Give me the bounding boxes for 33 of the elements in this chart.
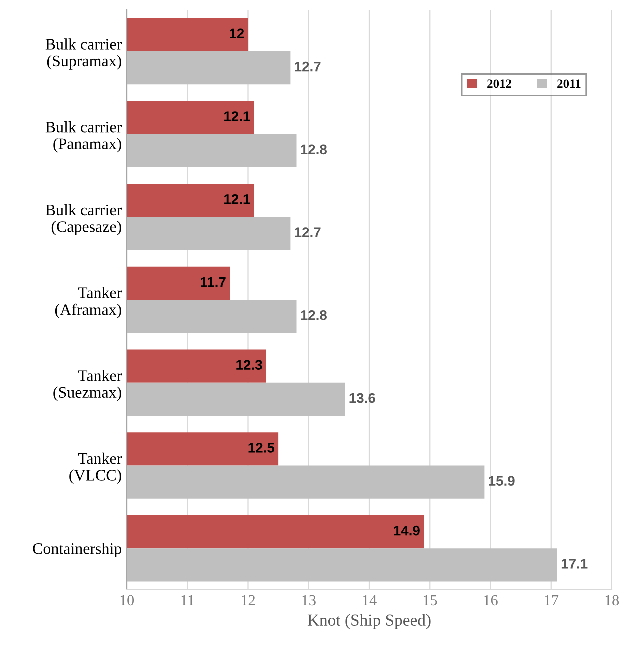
x-tick-label: 13: [302, 595, 316, 606]
x-tick-label: 10: [120, 595, 134, 606]
data-label: 12.8: [301, 144, 327, 155]
data-label: 11.7: [201, 277, 226, 288]
data-label: 17.1: [562, 559, 588, 569]
y-tick-label: Tanker (Suezmax): [54, 370, 122, 402]
x-tick-label: 16: [484, 595, 498, 606]
y-tick-label: Bulk carrier (Capesaze): [46, 204, 122, 236]
data-label: 15.9: [489, 476, 515, 486]
y-tick-label: Bulk carrier (Panamax): [46, 122, 122, 153]
data-label: 12.8: [301, 310, 327, 320]
data-label: 12.7: [295, 228, 321, 238]
data-label: 12.1: [224, 112, 250, 122]
data-label: 13.6: [350, 393, 376, 404]
x-tick-label: 17: [545, 595, 559, 606]
x-tick-label: 15: [424, 595, 438, 606]
x-axis-title: Knot (Ship Speed): [308, 614, 431, 630]
data-label: 12.5: [248, 443, 275, 453]
data-label: 12: [230, 28, 244, 38]
data-label: 12.7: [295, 62, 321, 72]
y-tick-label: Tanker (VLCC): [70, 452, 122, 484]
x-tick-label: 14: [363, 595, 377, 606]
y-tick-label: Containership: [33, 543, 122, 558]
data-label: 14.9: [394, 526, 420, 536]
y-tick-label: Tanker (Aframax): [55, 287, 122, 319]
legend-label: 2011: [558, 80, 581, 88]
data-label: 12.3: [236, 360, 262, 370]
legend-label: 2012: [488, 80, 512, 88]
y-tick-label: Bulk carrier (Supramax): [46, 38, 122, 70]
x-tick-label: 11: [182, 595, 194, 606]
data-label: 12.1: [224, 194, 250, 204]
x-tick-label: 12: [242, 595, 256, 606]
x-tick-label: 18: [606, 595, 619, 606]
